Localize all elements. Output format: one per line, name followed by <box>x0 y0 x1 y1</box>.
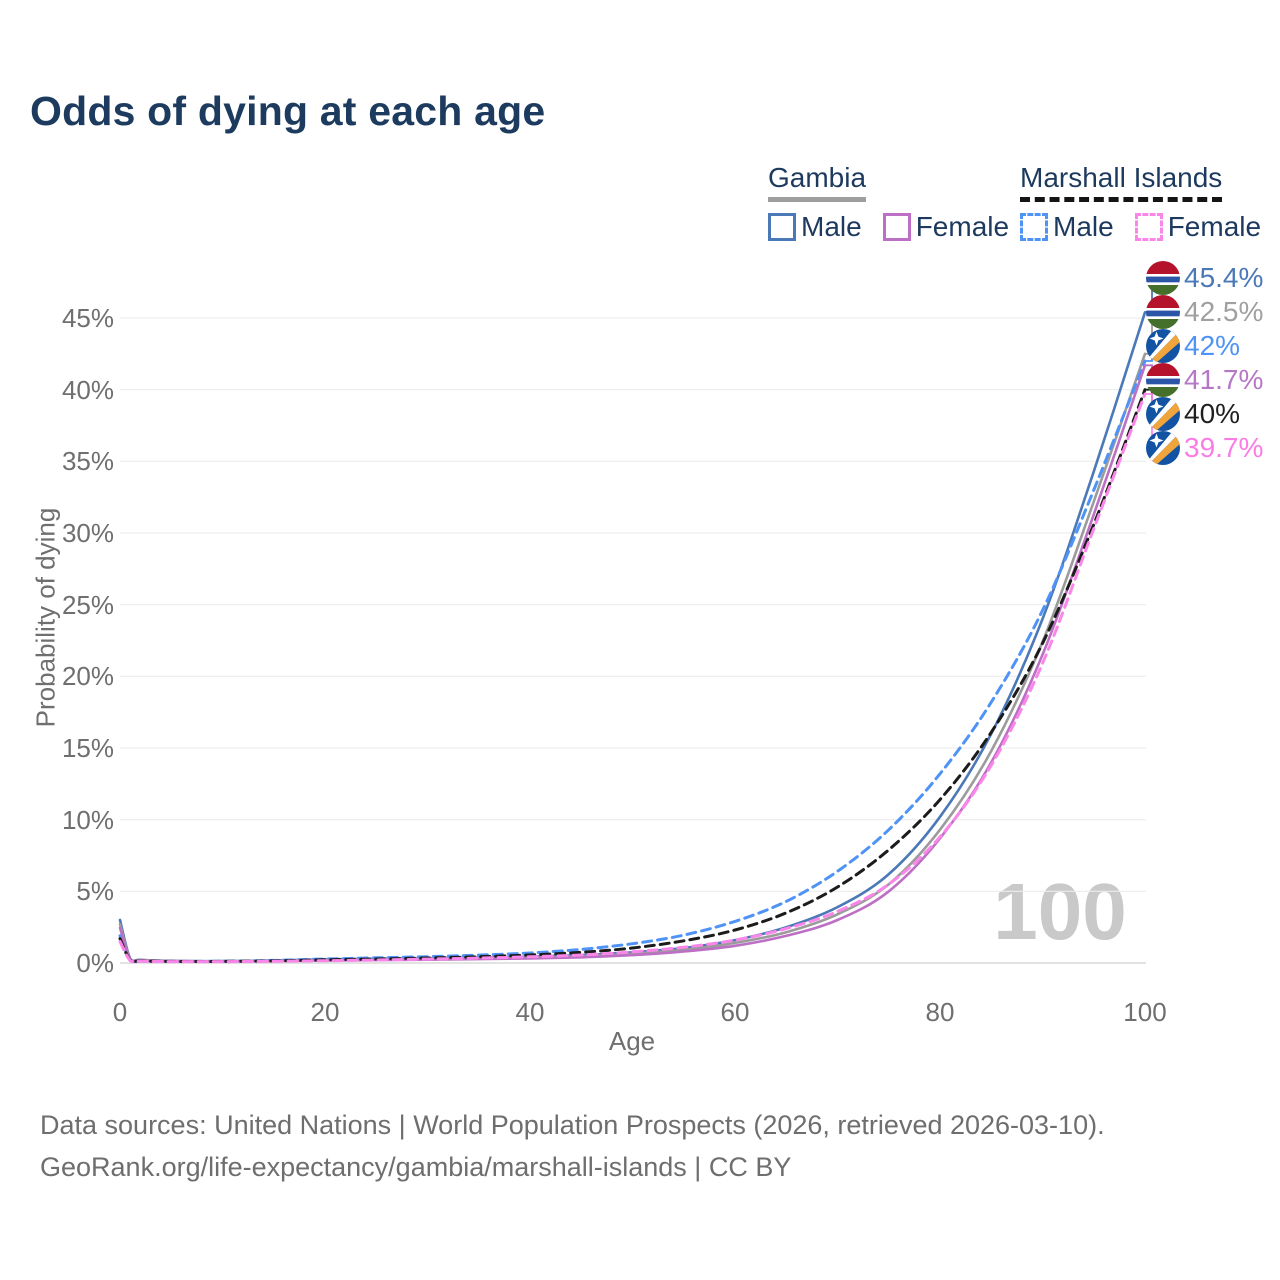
y-tick-label: 10% <box>61 804 114 835</box>
series-line-marshall-islands-male[interactable] <box>118 359 1147 964</box>
y-tick-label: 40% <box>61 374 114 405</box>
legend-item-gambia-male[interactable]: Male <box>768 211 862 243</box>
legend-group-gambia: Gambia Male Female <box>768 162 1030 243</box>
legend-item-label: Female <box>915 211 1010 242</box>
legend-item-marshall-male[interactable]: Male <box>1020 211 1114 243</box>
end-label-gambia-both-sexes[interactable]: 42.5% <box>1146 295 1263 329</box>
footer-line-2: GeoRank.org/life-expectancy/gambia/marsh… <box>40 1152 792 1183</box>
x-tick-label: 80 <box>925 997 955 1027</box>
gambia-female-swatch-icon <box>882 213 911 241</box>
end-value-label: 39.7% <box>1184 432 1264 463</box>
legend-header-marshall-islands: Marshall Islands <box>1020 162 1223 202</box>
y-tick-label: 20% <box>61 661 114 692</box>
series-line-marshall-islands-both-sexes[interactable] <box>118 388 1147 964</box>
x-tick-label: 40 <box>515 997 545 1027</box>
legend-item-label: Male <box>801 211 862 242</box>
source-footer: Data sources: United Nations | World Pop… <box>40 1104 1105 1188</box>
x-axis-title: Age <box>608 1026 656 1056</box>
y-tick-label: 5% <box>76 876 114 907</box>
gambia-flag-icon <box>1146 295 1180 329</box>
end-value-label: 41.7% <box>1184 364 1264 395</box>
legend-header-gambia: Gambia <box>768 162 867 202</box>
series-line-marshall-islands-female[interactable] <box>118 392 1147 964</box>
marshall-islands-flag-icon <box>1146 329 1180 363</box>
marshall-male-swatch-icon <box>1020 213 1048 241</box>
x-tick-label: 20 <box>310 997 340 1027</box>
gambia-flag-icon <box>1146 363 1180 397</box>
marshall-islands-flag-icon <box>1146 397 1180 431</box>
legend-item-label: Male <box>1053 211 1114 242</box>
end-label-gambia-female[interactable]: 41.7% <box>1146 363 1263 397</box>
x-tick-label: 0 <box>112 997 128 1027</box>
y-tick-label: 30% <box>61 518 114 548</box>
y-axis-title: Probability of dying <box>30 507 61 728</box>
end-value-label: 40% <box>1184 398 1241 429</box>
legend-item-gambia-female[interactable]: Female <box>882 211 1010 243</box>
y-tick-label: 35% <box>61 446 114 477</box>
chart-title: Odds of dying at each age <box>30 88 546 134</box>
end-value-label: 45.4% <box>1184 262 1264 293</box>
series-line-gambia-female[interactable] <box>118 364 1147 963</box>
footer-line-1: Data sources: United Nations | World Pop… <box>40 1110 1105 1140</box>
end-label-marshall-islands-both-sexes[interactable]: 40% <box>1146 397 1240 431</box>
series-line-gambia-male[interactable] <box>118 311 1147 963</box>
end-label-marshall-islands-male[interactable]: 42% <box>1146 329 1240 363</box>
series-line-gambia-both-sexes[interactable] <box>118 352 1147 963</box>
marshall-female-swatch-icon <box>1134 213 1163 241</box>
x-tick-label: 60 <box>720 997 750 1027</box>
gambia-flag-icon <box>1146 261 1180 295</box>
gambia-male-swatch-icon <box>768 213 796 241</box>
end-value-label: 42.5% <box>1184 296 1264 327</box>
end-label-marshall-islands-female[interactable]: 39.7% <box>1146 431 1263 465</box>
y-tick-label: 15% <box>61 733 114 763</box>
marshall-islands-flag-icon <box>1146 431 1180 465</box>
legend-item-marshall-female[interactable]: Female <box>1134 211 1262 243</box>
legend-group-marshall-islands: Marshall Islands Male Female <box>1020 162 1280 243</box>
y-tick-label: 45% <box>61 303 114 333</box>
legend-item-label: Female <box>1167 211 1262 242</box>
y-tick-label: 0% <box>76 948 114 978</box>
y-tick-label: 25% <box>61 589 114 620</box>
x-tick-label: 100 <box>1123 997 1167 1027</box>
end-value-label: 42% <box>1184 330 1241 361</box>
age-hover-watermark: 100 <box>993 867 1127 956</box>
end-label-gambia-male[interactable]: 45.4% <box>1146 261 1263 295</box>
